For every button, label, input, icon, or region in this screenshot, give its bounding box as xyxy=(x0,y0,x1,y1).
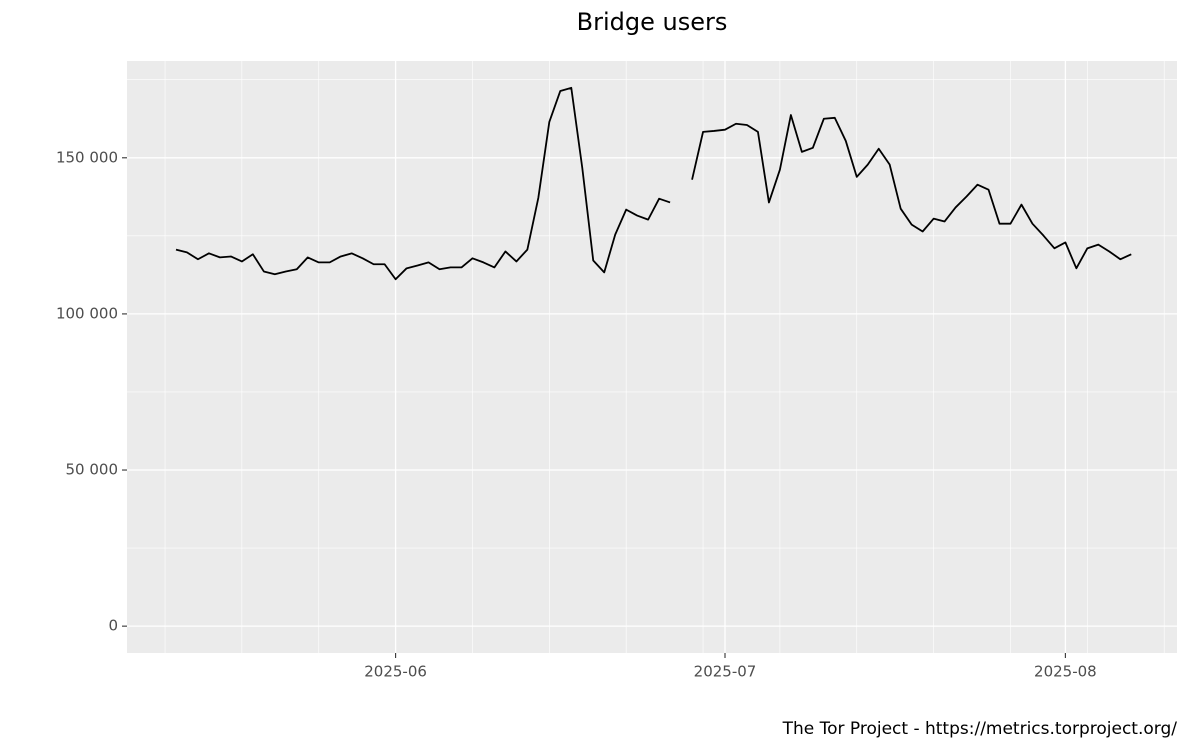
chart-title: Bridge users xyxy=(577,8,728,36)
line xyxy=(175,86,1132,281)
y-tick-label: 0 xyxy=(108,617,118,635)
y-tick-label: 100 000 xyxy=(56,304,118,322)
y-tick-label: 150 000 xyxy=(56,148,118,166)
panel xyxy=(127,61,1177,653)
caption: The Tor Project - https://metrics.torpro… xyxy=(782,719,1178,739)
x-tick-label: 2025-07 xyxy=(694,663,757,681)
x-tick-label: 2025-06 xyxy=(364,663,427,681)
y-tick-label: 50 000 xyxy=(66,461,119,479)
x-tick-label: 2025-08 xyxy=(1034,663,1097,681)
